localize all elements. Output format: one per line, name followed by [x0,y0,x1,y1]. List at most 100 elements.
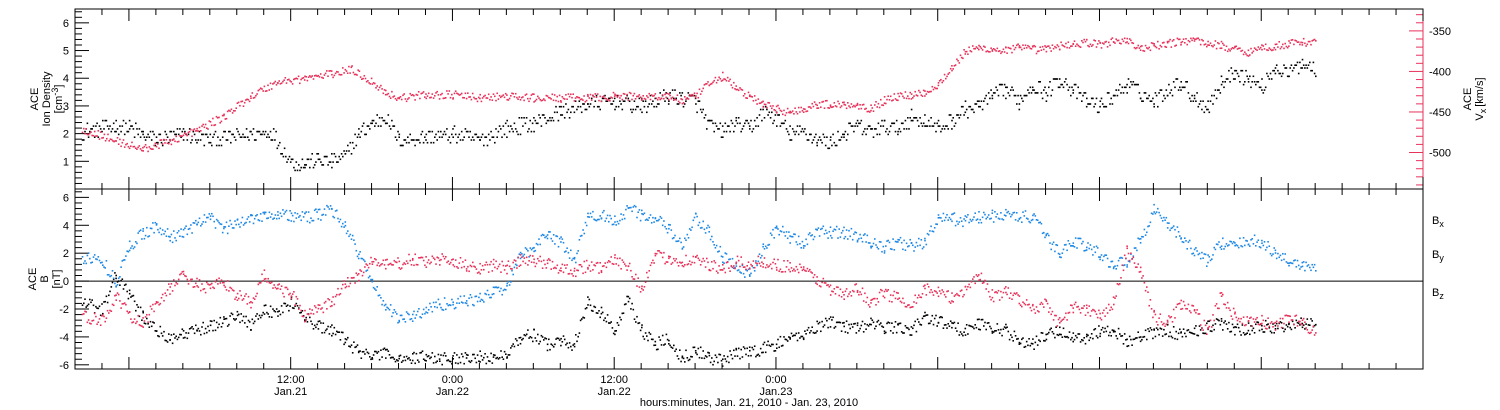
bx-point [729,350,731,352]
vx-point [1099,42,1102,44]
vx-point [464,92,467,95]
density-point [1312,61,1315,64]
bx-point [288,309,290,312]
density-point [196,141,198,144]
by-point [581,234,583,237]
by-point [182,236,185,238]
vx-point [1115,38,1117,40]
by-point [485,293,488,296]
density-point [1274,72,1277,75]
density-point [1062,86,1065,89]
vx-point [937,82,940,84]
by-point [991,209,994,212]
bx-point [845,320,848,322]
bx-point [791,335,794,337]
density-point [1005,97,1007,100]
bx-point [421,350,424,352]
bx-point [1224,320,1226,322]
by-point [312,219,315,222]
density-point [1095,97,1098,100]
bx-point [528,337,530,339]
vx-point [250,97,252,99]
bx-point [686,357,689,359]
vx-point [670,97,673,100]
density-point [1058,78,1061,80]
vx-point [351,65,353,67]
vx-point [93,130,96,133]
vx-point [414,99,416,101]
bx-point [289,305,291,307]
bz-point [165,294,168,297]
density-point [1263,89,1266,91]
by-point [860,237,863,239]
bz-point [277,287,279,290]
density-point [1234,78,1236,80]
by-point [840,232,843,234]
vx-point [812,105,815,108]
density-point [102,119,104,122]
by-point [452,303,454,306]
density-point [438,136,441,138]
bz-point [398,260,401,263]
density-point [316,153,318,155]
bx-point [833,327,836,329]
density-point [236,128,238,130]
density-point [1286,75,1289,78]
bx-point [441,363,443,366]
vx-point [470,98,473,101]
by-point [867,242,870,244]
bx-point [674,350,676,352]
vx-point [1230,48,1233,50]
bz-point [441,253,443,255]
bx-point [293,307,295,310]
by-point [1000,212,1002,214]
vx-point [377,89,380,91]
bx-point [1284,328,1286,331]
bx-point [619,316,621,319]
bx-point [913,324,915,327]
bx-point [1215,318,1218,320]
bz-point [398,267,400,269]
bx-point [828,318,831,320]
density-point [358,128,360,130]
by-point [500,287,502,290]
density-point [753,119,756,122]
density-point [829,139,832,141]
by-point [691,226,693,229]
density-point [1045,92,1047,94]
density-point [788,133,790,136]
bx-point [248,321,251,323]
by-point [723,262,725,264]
by-point [1083,250,1085,252]
bz-point [397,257,399,259]
vx-point [101,137,103,139]
bx-point [581,318,583,320]
bx-point [1127,345,1130,347]
bx-point [1076,336,1078,339]
vx-point [1239,47,1241,49]
by-point [1109,266,1111,268]
bz-point [101,315,103,317]
bx-point [892,332,894,334]
bx-point [817,322,820,325]
vx-point [1117,39,1120,42]
bx-point [927,322,930,325]
bz-point [143,320,146,322]
bx-point [1283,330,1285,333]
by-point [904,249,907,251]
by-point [1204,253,1207,256]
by-point [399,314,402,317]
vx-point [583,95,585,97]
density-point [742,125,745,127]
bz-point [168,283,170,285]
vx-point [127,145,130,148]
density-point [730,119,733,122]
density-point [1130,81,1132,83]
bx-point [1289,326,1291,329]
bx-point [850,323,853,326]
density-point [512,130,514,133]
vx-point [1120,42,1122,45]
by-point [1050,248,1052,251]
vx-point [566,98,568,100]
vx-point [297,75,300,78]
